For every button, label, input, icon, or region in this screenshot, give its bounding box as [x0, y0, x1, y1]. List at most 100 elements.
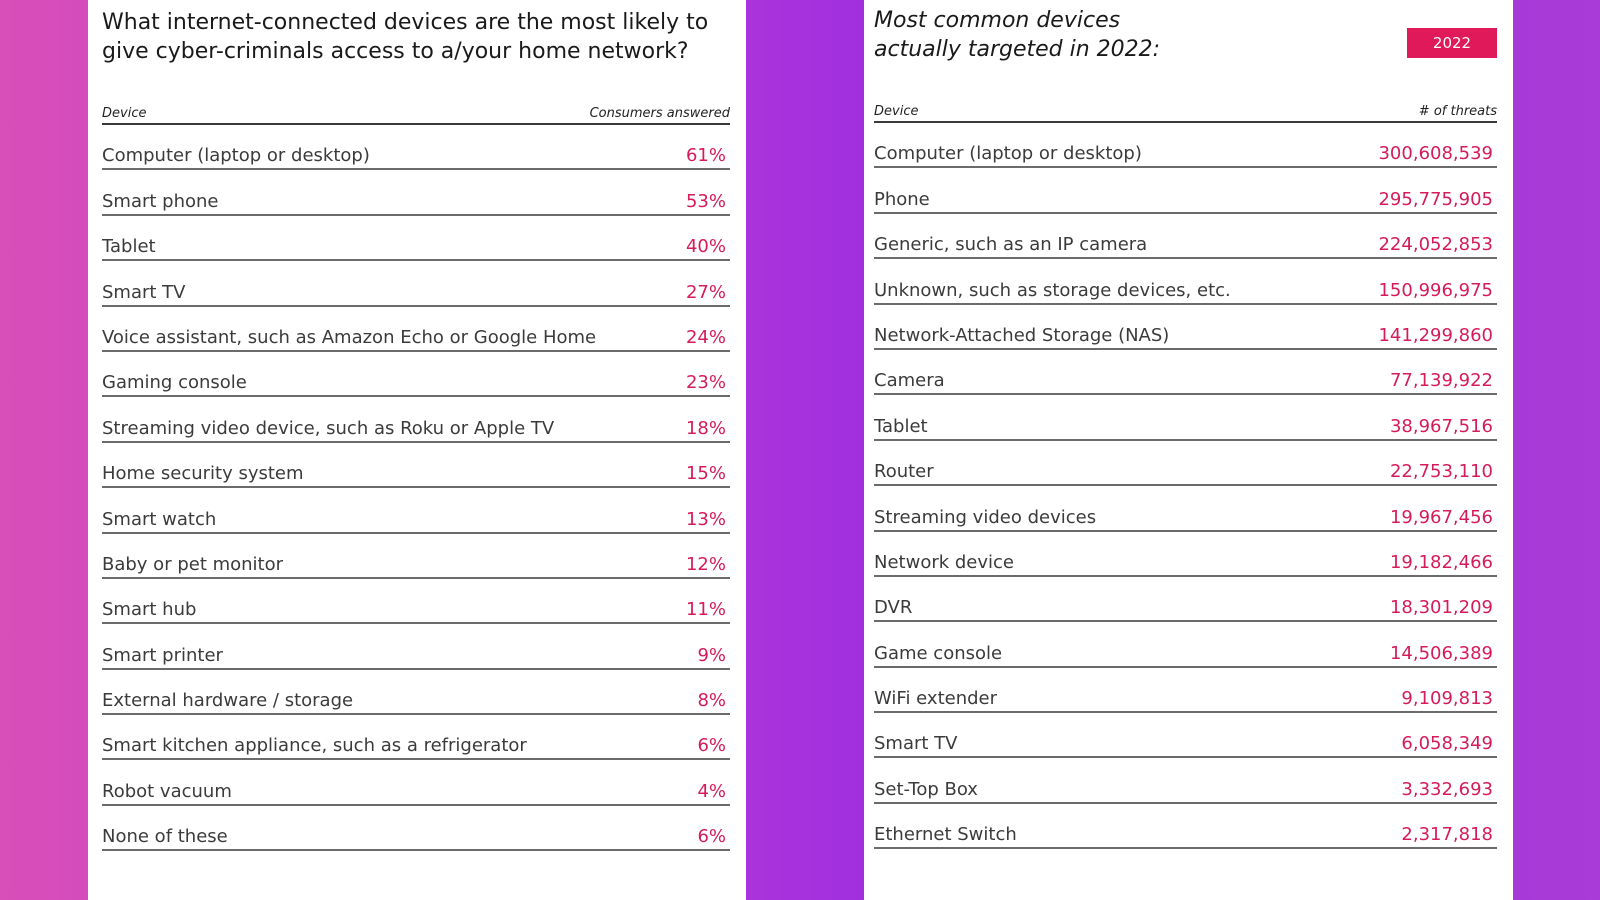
row-value: 150,996,975	[1378, 279, 1493, 301]
row-value: 15%	[685, 463, 726, 485]
row-device-label: Robot vacuum	[102, 780, 232, 802]
row-value: 23%	[685, 372, 726, 394]
table-row: Network device 19,182,466	[874, 532, 1497, 577]
row-value: 19,182,466	[1389, 551, 1493, 573]
row-value: 38,967,516	[1389, 415, 1493, 437]
row-device-label: Network device	[874, 551, 1015, 573]
row-device-label: DVR	[874, 597, 913, 619]
row-value: 19,967,456	[1389, 506, 1493, 528]
table-row: Camera 77,139,922	[874, 350, 1497, 396]
row-value: 295,775,905	[1378, 188, 1493, 210]
row-value: 24%	[685, 326, 726, 348]
row-value: 18%	[685, 417, 726, 439]
row-value: 141,299,860	[1378, 324, 1493, 346]
row-value: 4%	[697, 780, 726, 802]
table-row: Smart watch 13%	[102, 488, 730, 534]
table-row: Smart hub 11%	[102, 579, 730, 625]
row-value: 9%	[697, 644, 726, 666]
table-row: Computer (laptop or desktop) 61%	[102, 125, 730, 171]
table-row: Smart TV 27%	[102, 261, 730, 307]
row-device-label: WiFi extender	[874, 688, 998, 710]
row-value: 77,139,922	[1389, 370, 1493, 392]
row-device-label: Home security system	[102, 463, 304, 485]
row-device-label: Gaming console	[102, 372, 247, 394]
table-row: Game console 14,506,389	[874, 622, 1497, 668]
table-row: Computer (laptop or desktop) 300,608,539	[874, 123, 1497, 169]
column-header-device: Device	[102, 106, 147, 121]
row-device-label: Smart printer	[102, 644, 223, 666]
row-device-label: Generic, such as an IP camera	[874, 234, 1148, 256]
row-value: 13%	[685, 508, 726, 530]
column-header-consumers-answered: Consumers answered	[589, 106, 730, 121]
row-device-label: Streaming video devices	[874, 506, 1097, 528]
row-device-label: Smart phone	[102, 190, 219, 212]
row-device-label: Router	[874, 461, 934, 483]
row-device-label: Phone	[874, 188, 930, 210]
row-value: 8%	[697, 690, 726, 712]
row-value: 14,506,389	[1389, 642, 1493, 664]
row-device-label: Camera	[874, 370, 945, 392]
row-device-label: Set-Top Box	[874, 778, 978, 800]
row-device-label: Game console	[874, 642, 1003, 664]
row-device-label: Ethernet Switch	[874, 824, 1017, 846]
threats-table-body: Computer (laptop or desktop) 300,608,539 P…	[874, 123, 1497, 850]
table-row: Tablet 38,967,516	[874, 395, 1497, 441]
row-value: 18,301,209	[1389, 597, 1493, 619]
table-row: Home security system 15%	[102, 443, 730, 489]
row-device-label: Smart kitchen appliance, such as a refri…	[102, 735, 527, 757]
table-row: Ethernet Switch 2,317,818	[874, 804, 1497, 850]
row-value: 6%	[697, 826, 726, 848]
row-device-label: Voice assistant, such as Amazon Echo or …	[102, 326, 597, 348]
threats-title-row: Most common devices actually targeted in…	[874, 6, 1497, 64]
row-value: 40%	[685, 236, 726, 258]
row-device-label: Computer (laptop or desktop)	[102, 145, 370, 167]
row-value: 6%	[697, 735, 726, 757]
row-value: 9,109,813	[1401, 688, 1493, 710]
table-row: Set-Top Box 3,332,693	[874, 758, 1497, 804]
row-value: 27%	[685, 281, 726, 303]
table-row: DVR 18,301,209	[874, 577, 1497, 623]
row-device-label: Smart hub	[102, 599, 197, 621]
table-row: Gaming console 23%	[102, 352, 730, 398]
row-value: 12%	[685, 553, 726, 575]
row-device-label: None of these	[102, 826, 228, 848]
table-row: Robot vacuum 4%	[102, 760, 730, 806]
row-value: 53%	[685, 190, 726, 212]
row-device-label: Computer (laptop or desktop)	[874, 143, 1142, 165]
row-device-label: External hardware / storage	[102, 690, 354, 712]
row-value: 6,058,349	[1401, 733, 1493, 755]
table-row: Streaming video devices 19,967,456	[874, 486, 1497, 532]
row-device-label: Streaming video device, such as Roku or …	[102, 417, 555, 439]
row-device-label: Tablet	[102, 236, 156, 258]
table-row: Router 22,753,110	[874, 441, 1497, 487]
table-row: Network-Attached Storage (NAS) 141,299,86…	[874, 305, 1497, 350]
table-row: Generic, such as an IP camera 224,052,853	[874, 214, 1497, 260]
table-row: Smart TV 6,058,349	[874, 713, 1497, 759]
column-header-device: Device	[874, 104, 919, 119]
threats-table-header: Device # of threats	[874, 104, 1497, 123]
table-row: WiFi extender 9,109,813	[874, 668, 1497, 714]
row-device-label: Smart TV	[102, 281, 186, 303]
threats-panel: Most common devices actually targeted in…	[864, 0, 1513, 900]
table-row: Voice assistant, such as Amazon Echo or …	[102, 307, 730, 352]
table-row: Smart printer 9%	[102, 624, 730, 670]
table-row: Smart phone 53%	[102, 170, 730, 216]
row-value: 3,332,693	[1401, 778, 1493, 800]
threats-title: Most common devices actually targeted in…	[874, 6, 1160, 64]
row-device-label: Smart TV	[874, 733, 958, 755]
table-row: None of these 6%	[102, 806, 730, 852]
column-header-number-of-threats: # of threats	[1418, 104, 1497, 119]
table-row: Smart kitchen appliance, such as a refri…	[102, 715, 730, 761]
table-row: Tablet 40%	[102, 216, 730, 262]
table-row: Unknown, such as storage devices, etc. 15…	[874, 259, 1497, 305]
row-value: 224,052,853	[1378, 234, 1493, 256]
row-value: 11%	[685, 599, 726, 621]
survey-table-header: Device Consumers answered	[102, 106, 730, 125]
table-row: Streaming video device, such as Roku or …	[102, 397, 730, 443]
row-value: 61%	[685, 145, 726, 167]
threats-title-line-2: actually targeted in 2022:	[874, 37, 1161, 62]
year-badge: 2022	[1407, 28, 1497, 58]
table-row: External hardware / storage 8%	[102, 670, 730, 716]
survey-question-title: What internet-connected devices are the …	[102, 10, 709, 64]
row-value: 22,753,110	[1389, 461, 1493, 483]
